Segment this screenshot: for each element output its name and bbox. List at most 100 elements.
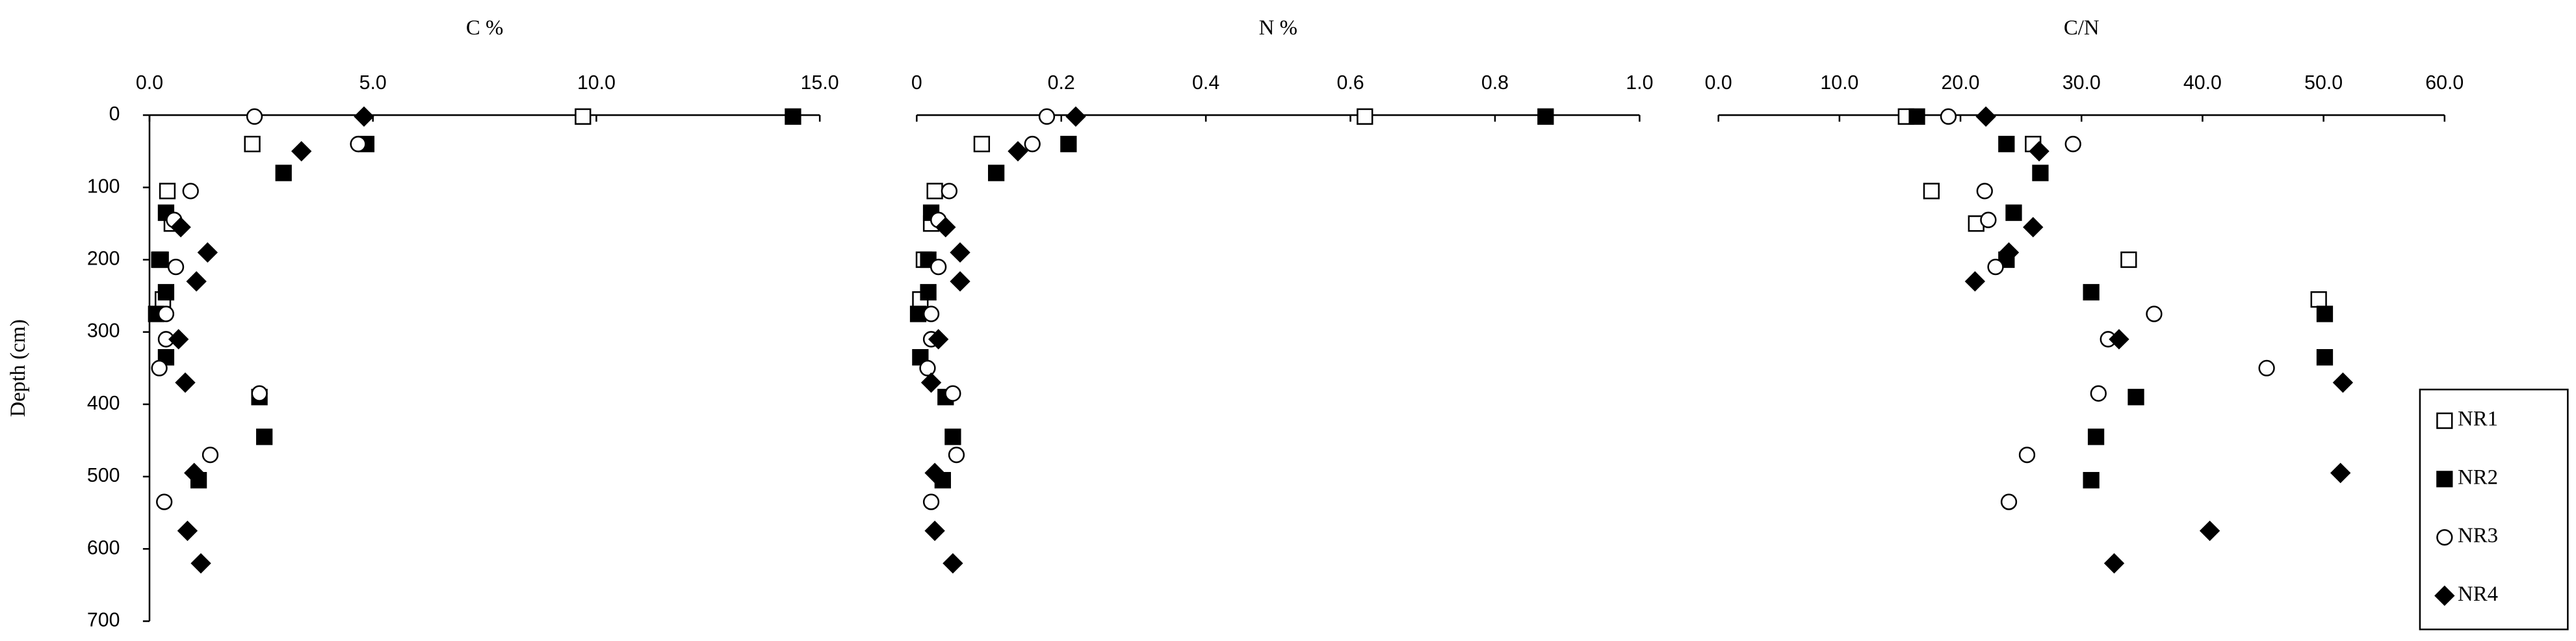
data-point [157, 283, 175, 301]
x-tick-label: 1.0 [1626, 72, 1653, 94]
x-tick-label: 60.0 [2425, 72, 2464, 94]
x-tick-label: 15.0 [801, 72, 839, 94]
data-point [2120, 251, 2137, 268]
data-point [251, 385, 268, 402]
data-point [1008, 140, 1028, 162]
chart-title: N % [1259, 16, 1297, 40]
data-point [156, 493, 173, 510]
x-tick-label: 5.0 [359, 72, 387, 94]
data-point [2064, 135, 2081, 153]
data-point [244, 135, 261, 153]
data-point [1940, 108, 1957, 125]
x-tick-label: 50.0 [2304, 72, 2343, 94]
y-tick-label: 0 [109, 103, 120, 125]
data-point [924, 520, 945, 542]
data-point [182, 183, 199, 200]
data-point [2258, 360, 2275, 376]
legend-label: NR2 [2458, 465, 2498, 489]
y-tick-label: 200 [87, 248, 120, 270]
y-tick-label: 700 [87, 610, 120, 631]
data-point [2000, 493, 2018, 510]
data-point [930, 258, 947, 276]
data-point [924, 462, 945, 484]
x-tick-label: 0.8 [1481, 72, 1509, 94]
x-tick-label: 0.2 [1048, 72, 1075, 94]
data-point [920, 283, 937, 301]
data-point [1537, 108, 1554, 125]
data-point [2032, 164, 2049, 181]
legend-marker [2436, 471, 2453, 488]
data-point [157, 306, 175, 322]
x-tick-label: 0 [911, 72, 922, 94]
data-point [2005, 204, 2022, 221]
data-point [1976, 183, 1993, 200]
legend-marker [2436, 412, 2453, 429]
data-point [2090, 385, 2107, 402]
data-point [1923, 183, 1940, 200]
data-point [950, 242, 970, 263]
data-point [987, 164, 1005, 181]
chart-title: C/N [2064, 16, 2100, 40]
data-point [973, 135, 991, 153]
data-point [2083, 283, 2100, 301]
x-tick-label: 40.0 [2183, 72, 2222, 94]
data-point [920, 372, 942, 393]
data-point [926, 183, 943, 200]
data-point [177, 520, 198, 542]
data-point [1975, 106, 1996, 127]
y-tick-label: 600 [87, 537, 120, 558]
x-tick-label: 0.0 [136, 72, 163, 94]
data-point [575, 108, 592, 125]
data-point [2330, 462, 2351, 484]
data-point [275, 164, 292, 181]
data-point [1065, 106, 1086, 127]
data-point [2023, 216, 2044, 238]
data-point [928, 329, 949, 350]
data-point [184, 462, 205, 484]
data-point [1998, 242, 2020, 263]
data-point [159, 183, 176, 200]
data-point [202, 447, 219, 464]
data-point [175, 372, 196, 393]
data-point [785, 108, 801, 125]
data-point [2029, 140, 2049, 162]
data-point [922, 306, 940, 322]
data-point [350, 135, 367, 153]
data-point [2087, 428, 2105, 445]
data-point [2199, 520, 2220, 542]
data-point [2316, 348, 2334, 366]
x-tick-label: 0.4 [1192, 72, 1219, 94]
data-point [1908, 108, 1925, 125]
data-point [151, 360, 168, 376]
y-axis-title: Depth (cm) [7, 319, 30, 417]
data-point [2018, 447, 2036, 464]
legend-marker [2436, 529, 2453, 546]
data-point [2083, 472, 2100, 489]
x-tick-label: 20.0 [1942, 72, 1980, 94]
data-point [246, 108, 263, 125]
data-point [1024, 135, 1041, 153]
data-point [1060, 135, 1077, 153]
x-tick-label: 30.0 [2062, 72, 2101, 94]
data-point [197, 242, 218, 263]
legend-marker [2434, 585, 2455, 607]
x-tick-label: 0.0 [1705, 72, 1732, 94]
data-point [2332, 372, 2354, 393]
chart-title: C % [466, 16, 503, 40]
legend-label: NR4 [2458, 582, 2498, 606]
x-tick-label: 10.0 [1820, 72, 1858, 94]
legend-label: NR3 [2458, 524, 2498, 547]
data-point [1980, 211, 1997, 228]
data-point [354, 106, 374, 127]
data-point [941, 183, 957, 200]
data-point [922, 493, 940, 510]
data-point [919, 360, 936, 376]
data-point [186, 271, 207, 292]
data-point [948, 447, 965, 464]
data-point [2103, 553, 2125, 574]
y-tick-label: 500 [87, 465, 120, 486]
data-point [944, 428, 961, 445]
data-point [950, 271, 970, 292]
data-point [944, 385, 961, 402]
data-point [1357, 108, 1373, 125]
